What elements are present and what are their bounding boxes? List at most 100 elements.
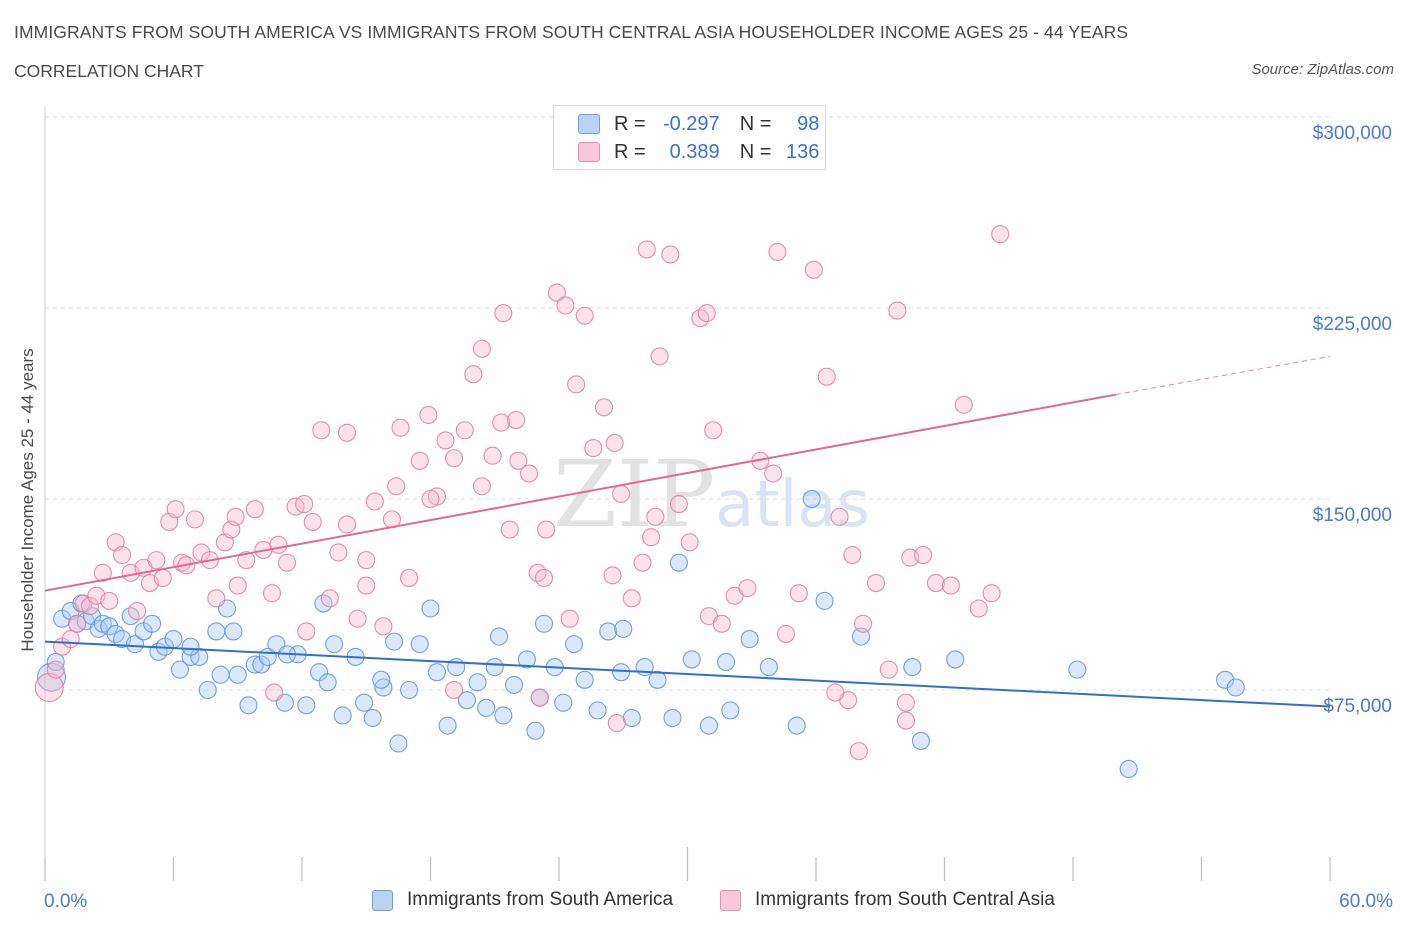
south-central-asia-point: [329, 543, 348, 562]
south-america-point: [564, 635, 584, 654]
south-central-asia-point: [575, 306, 594, 325]
south-central-asia-point: [982, 584, 1001, 603]
south-america-point: [759, 658, 778, 677]
south-america-point: [588, 701, 607, 720]
south-central-asia-point: [445, 680, 464, 700]
r-value: -0.297: [662, 112, 720, 135]
south-central-asia-point: [530, 688, 549, 707]
south-central-asia-point: [34, 672, 64, 703]
legend-label: Immigrants from South America: [407, 889, 674, 910]
south-america-point: [374, 678, 393, 697]
south-central-asia-point: [297, 622, 316, 641]
south-central-asia-point: [650, 347, 669, 366]
south-central-asia-point: [492, 413, 511, 432]
r-label: R =: [614, 112, 646, 135]
south-america-point: [554, 693, 573, 712]
south-america-point: [355, 693, 374, 712]
south-central-asia-point: [941, 576, 960, 595]
south-central-asia-point: [879, 660, 898, 679]
south-central-asia-point: [421, 489, 440, 509]
south-america-point: [477, 698, 496, 717]
south-central-asia-point: [337, 423, 357, 442]
south-central-asia-point: [295, 495, 314, 514]
pink-swatch: [720, 889, 741, 911]
south-america-point: [181, 637, 200, 656]
south-central-asia-point: [277, 553, 297, 572]
south-central-asia-point: [817, 367, 836, 386]
south-america-point: [526, 721, 545, 740]
south-central-asia-point: [954, 395, 973, 414]
south-america-point: [575, 670, 594, 689]
south-central-asia-point: [153, 568, 172, 587]
south-central-asia-point: [312, 421, 331, 440]
legend-label: Immigrants from South Central Asia: [755, 889, 1055, 910]
south-central-asia-point: [914, 545, 933, 565]
south-america-point: [333, 706, 352, 725]
south-central-asia-point: [147, 551, 166, 570]
pink-swatch: [578, 142, 600, 162]
south-central-asia-point: [445, 449, 464, 468]
south-central-asia-point: [419, 405, 438, 425]
south-america-point: [297, 696, 316, 715]
south-america-point: [468, 673, 487, 692]
south-america-point: [207, 622, 226, 641]
south-america-point: [740, 630, 759, 649]
y-tick-label: $75,000: [1323, 696, 1392, 717]
south-america-point: [614, 619, 633, 638]
south-central-asia-point: [991, 225, 1010, 244]
south-america-trendline: [44, 640, 1331, 708]
south-central-asia-point: [245, 500, 264, 519]
south-america-point: [599, 622, 618, 641]
south-central-asia-trendline-extension: [1115, 355, 1331, 396]
south-america-point: [125, 635, 144, 654]
blue-swatch: [372, 889, 393, 911]
south-central-asia-point: [337, 515, 357, 534]
south-central-asia-point: [262, 584, 282, 603]
south-central-asia-point: [926, 573, 945, 593]
south-america-point: [457, 691, 476, 710]
south-central-asia-point: [896, 693, 916, 712]
south-america-point: [489, 627, 509, 646]
south-america-point: [485, 658, 504, 677]
south-central-asia-point: [228, 576, 247, 595]
south-central-asia-point: [494, 304, 513, 323]
south-central-asia-point: [483, 446, 502, 465]
south-america-point: [372, 670, 391, 689]
south-central-asia-point: [387, 477, 406, 496]
south-central-asia-point: [320, 589, 339, 608]
south-america-point: [252, 655, 271, 674]
south-central-asia-point: [637, 240, 656, 259]
legend-item-south-america[interactable]: Immigrants from South America: [372, 889, 673, 911]
r-label: R =: [614, 140, 646, 163]
south-central-asia-point: [622, 589, 641, 608]
chart-title: IMMIGRANTS FROM SOUTH AMERICA VS IMMIGRA…: [14, 22, 1129, 42]
south-central-asia-point: [642, 528, 661, 547]
n-label: N =: [739, 112, 772, 135]
south-central-asia-point: [166, 500, 185, 519]
south-america-point: [787, 716, 806, 735]
south-america-point: [534, 614, 554, 633]
south-central-asia-point: [603, 566, 622, 585]
legend-item-south-central-asia[interactable]: Immigrants from South Central Asia: [720, 889, 1055, 911]
south-central-asia-point: [969, 599, 988, 618]
south-central-asia-point: [100, 591, 119, 610]
south-america-point: [318, 673, 337, 692]
south-central-asia-point: [738, 579, 757, 598]
south-central-asia-point: [854, 614, 873, 633]
south-america-point: [143, 614, 162, 633]
south-central-asia-point: [519, 464, 539, 483]
south-central-asia-point: [547, 283, 566, 302]
south-america-point: [421, 599, 440, 618]
south-central-asia-point: [348, 609, 367, 628]
south-central-asia-point: [712, 614, 731, 633]
south-america-point: [198, 680, 217, 700]
south-central-asia-point: [185, 510, 204, 529]
south-central-asia-point: [605, 433, 624, 453]
stats-row-south-central-asia: R = 0.389 N = 136: [578, 139, 819, 165]
n-value: 98: [797, 112, 820, 135]
south-central-asia-point: [410, 451, 429, 470]
south-central-asia-point: [93, 563, 112, 582]
south-central-asia-point: [612, 484, 631, 503]
south-central-asia-point: [826, 683, 845, 702]
south-america-point: [164, 630, 183, 649]
